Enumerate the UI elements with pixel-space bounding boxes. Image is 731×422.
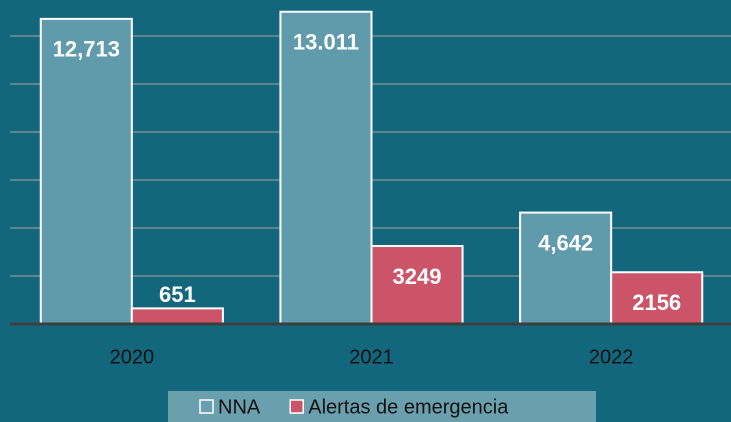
bar xyxy=(279,10,373,326)
legend-box xyxy=(168,391,596,422)
legend-swatch xyxy=(289,399,304,414)
bar xyxy=(610,271,704,326)
data-label: 3249 xyxy=(393,264,442,289)
bar xyxy=(130,307,224,326)
data-label: 2156 xyxy=(632,290,681,315)
x-tick-label: 2022 xyxy=(589,346,634,368)
legend-label: NNA xyxy=(218,396,261,418)
data-label: 13.011 xyxy=(293,30,359,55)
bar xyxy=(519,211,613,325)
x-tick-label: 2021 xyxy=(349,346,394,368)
data-label: 651 xyxy=(159,282,196,307)
legend-label: Alertas de emergencia xyxy=(308,396,509,418)
x-tick-label: 2020 xyxy=(110,346,155,368)
bar xyxy=(39,17,133,325)
legend-swatch xyxy=(199,399,214,414)
data-label: 12,713 xyxy=(53,37,120,62)
data-label: 4,642 xyxy=(538,230,593,255)
bar xyxy=(370,245,464,325)
